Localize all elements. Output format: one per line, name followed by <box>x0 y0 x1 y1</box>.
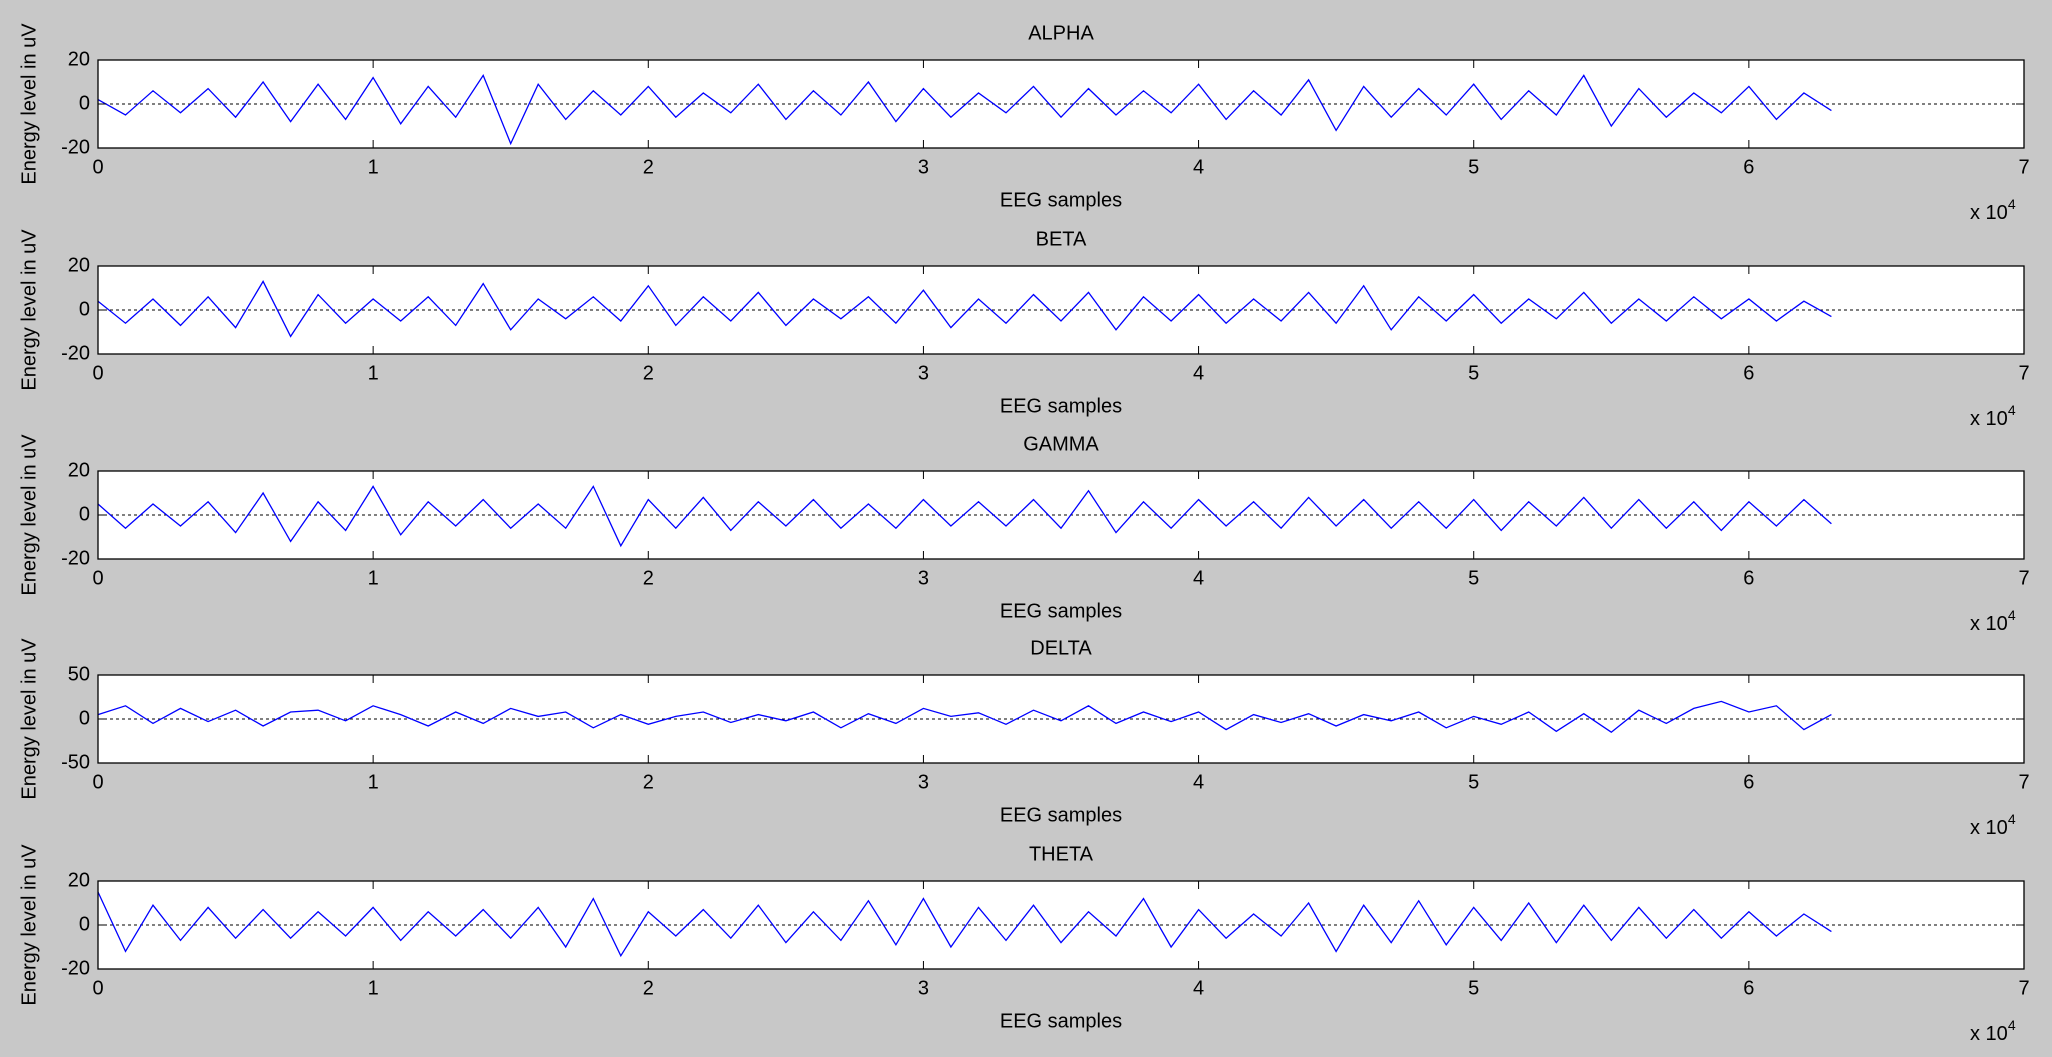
x-tick-label: 2 <box>643 567 654 589</box>
y-axis-label: Energy level in uV <box>18 844 40 1006</box>
x-scale-exponent: 4 <box>2008 1017 2016 1033</box>
x-tick-label: 4 <box>1193 156 1204 178</box>
x-tick-label: 5 <box>1468 771 1479 793</box>
y-tick-label: 50 <box>68 663 90 685</box>
x-tick-label: 0 <box>92 771 103 793</box>
x-tick-label: 2 <box>643 156 654 178</box>
x-scale-exponent: 4 <box>2008 402 2016 418</box>
x-tick-label: 7 <box>2018 362 2029 384</box>
x-tick-label: 5 <box>1468 362 1479 384</box>
x-scale-label: x 104 <box>1970 402 2016 431</box>
signal-line <box>97 280 1832 338</box>
x-tick-label: 1 <box>368 977 379 999</box>
x-tick-label: 4 <box>1193 362 1204 384</box>
x-tick-label: 4 <box>1193 567 1204 589</box>
x-scale-label: x 104 <box>1970 811 2016 840</box>
x-tick-label: 3 <box>918 977 929 999</box>
x-scale-label: x 104 <box>1970 1017 2016 1046</box>
x-tick-label: 6 <box>1743 362 1754 384</box>
x-tick-label: 6 <box>1743 567 1754 589</box>
x-scale-exponent: 4 <box>2008 607 2016 623</box>
chart-title: ALPHA <box>1028 22 1094 44</box>
x-tick-label: 0 <box>92 977 103 999</box>
x-tick-label: 3 <box>918 362 929 384</box>
y-tick-label: -20 <box>61 957 90 979</box>
x-scale-base: x 10 <box>1970 817 2008 839</box>
y-tick-label: -20 <box>61 547 90 569</box>
x-tick-label: 1 <box>368 362 379 384</box>
signal-line <box>97 891 1832 958</box>
x-tick-label: 5 <box>1468 567 1479 589</box>
signal-line <box>97 700 1832 734</box>
x-scale-base: x 10 <box>1970 613 2008 635</box>
x-tick-label: 4 <box>1193 771 1204 793</box>
x-tick-label: 2 <box>643 771 654 793</box>
x-scale-exponent: 4 <box>2008 196 2016 212</box>
x-tick-label: 3 <box>918 771 929 793</box>
y-tick-label: 20 <box>68 869 90 891</box>
y-tick-label: 0 <box>79 298 90 320</box>
x-tick-label: 5 <box>1468 156 1479 178</box>
x-tick-label: 7 <box>2018 771 2029 793</box>
y-tick-label: 0 <box>79 707 90 729</box>
x-scale-base: x 10 <box>1970 408 2008 430</box>
x-scale-label: x 104 <box>1970 196 2016 225</box>
x-axis-label: EEG samples <box>1000 395 1122 417</box>
y-axis-label: Energy level in uV <box>18 23 40 185</box>
y-tick-label: 0 <box>79 913 90 935</box>
y-tick-label: 0 <box>79 92 90 114</box>
x-tick-label: 0 <box>92 567 103 589</box>
x-tick-label: 3 <box>918 567 929 589</box>
x-tick-label: 7 <box>2018 977 2029 999</box>
x-tick-label: 6 <box>1743 977 1754 999</box>
x-tick-label: 0 <box>92 362 103 384</box>
chart-title: BETA <box>1036 228 1087 250</box>
chart-title: DELTA <box>1030 637 1092 659</box>
x-tick-label: 0 <box>92 156 103 178</box>
x-axis-label: EEG samples <box>1000 1010 1122 1032</box>
x-tick-label: 3 <box>918 156 929 178</box>
y-tick-label: 0 <box>79 503 90 525</box>
x-tick-label: 2 <box>643 362 654 384</box>
x-tick-label: 7 <box>2018 156 2029 178</box>
x-scale-exponent: 4 <box>2008 811 2016 827</box>
chart-title: THETA <box>1029 843 1094 865</box>
y-tick-label: -20 <box>61 342 90 364</box>
y-axis-label: Energy level in uV <box>18 638 40 800</box>
x-tick-label: 7 <box>2018 567 2029 589</box>
x-tick-label: 1 <box>368 771 379 793</box>
y-tick-label: -50 <box>61 751 90 773</box>
y-tick-label: 20 <box>68 48 90 70</box>
x-axis-label: EEG samples <box>1000 804 1122 826</box>
y-tick-label: -20 <box>61 136 90 158</box>
signal-line <box>97 74 1832 146</box>
x-tick-label: 5 <box>1468 977 1479 999</box>
x-tick-label: 6 <box>1743 771 1754 793</box>
y-tick-label: 20 <box>68 254 90 276</box>
x-axis-label: EEG samples <box>1000 189 1122 211</box>
x-scale-base: x 10 <box>1970 1023 2008 1045</box>
x-tick-label: 2 <box>643 977 654 999</box>
x-tick-label: 4 <box>1193 977 1204 999</box>
y-axis-label: Energy level in uV <box>18 229 40 391</box>
x-tick-label: 1 <box>368 567 379 589</box>
x-tick-label: 6 <box>1743 156 1754 178</box>
x-tick-label: 1 <box>368 156 379 178</box>
chart-title: GAMMA <box>1023 433 1099 455</box>
x-axis-label: EEG samples <box>1000 600 1122 622</box>
x-scale-label: x 104 <box>1970 607 2016 636</box>
x-scale-base: x 10 <box>1970 202 2008 224</box>
y-tick-label: 20 <box>68 459 90 481</box>
y-axis-label: Energy level in uV <box>18 434 40 596</box>
signal-line <box>97 485 1832 548</box>
